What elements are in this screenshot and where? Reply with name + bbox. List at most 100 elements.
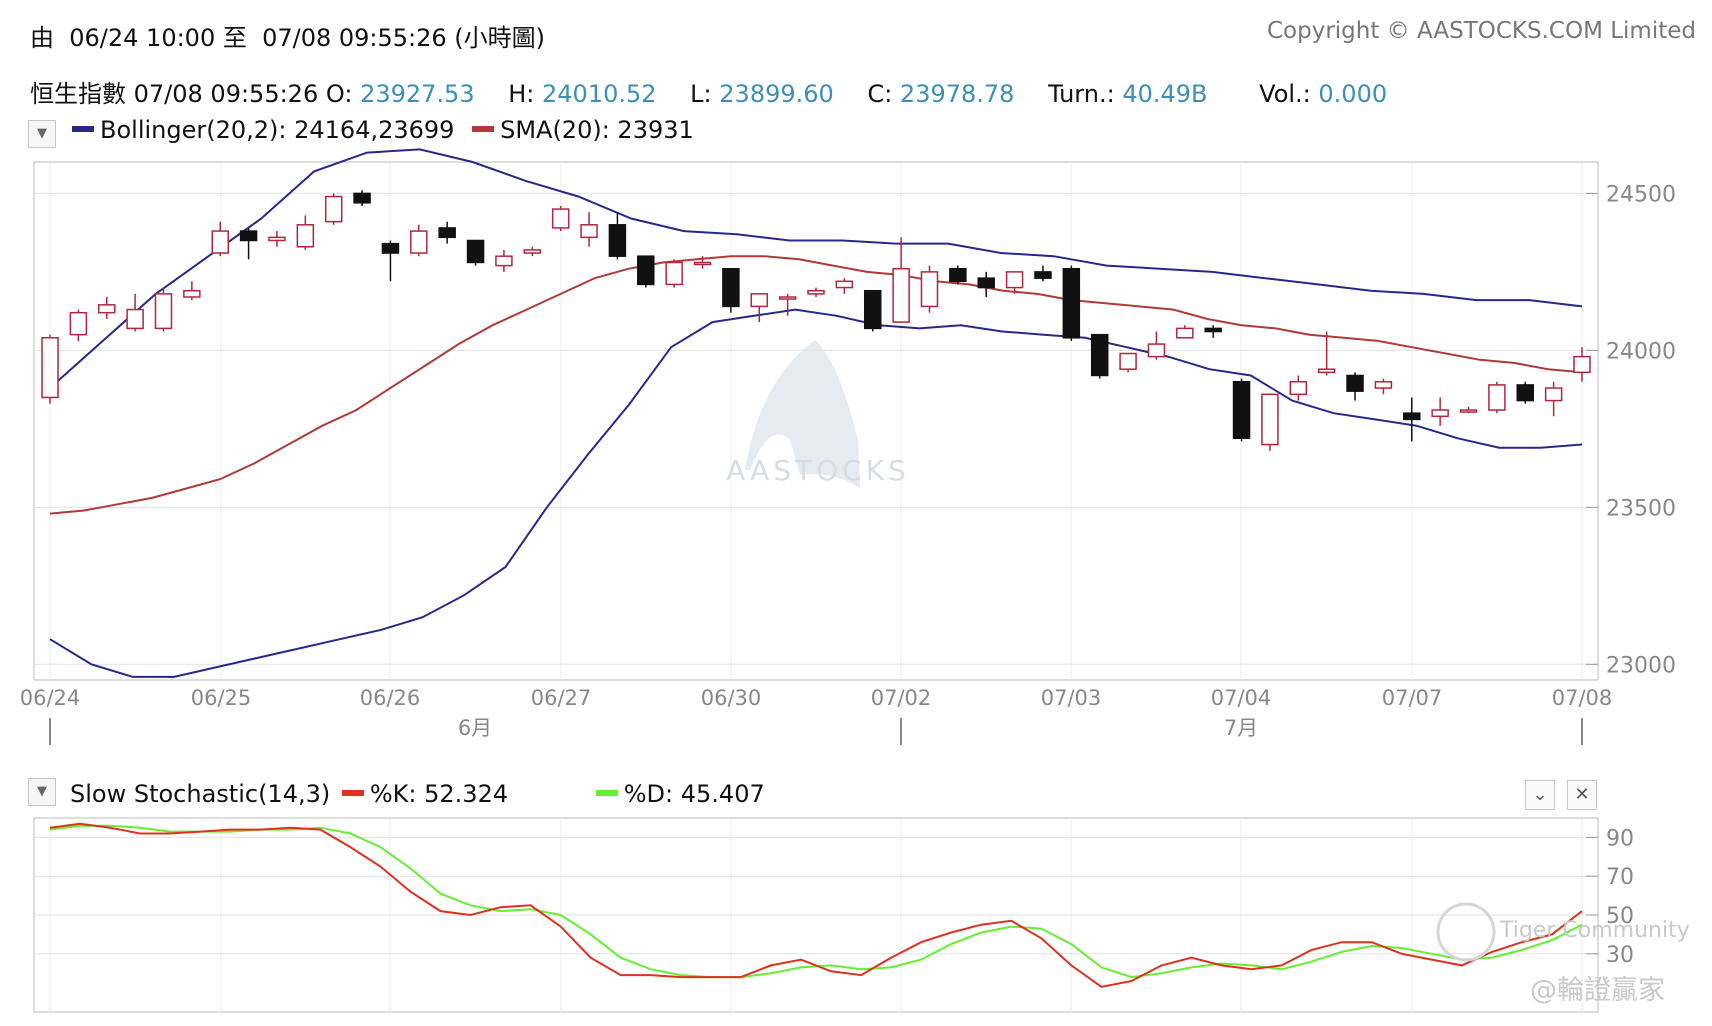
aastocks-watermark-text: AASTOCKS — [726, 454, 910, 487]
candle-up — [296, 224, 315, 248]
candle-up — [693, 261, 712, 266]
watermark-community: Tiger Community — [1500, 918, 1690, 943]
candle-up — [410, 230, 428, 254]
quote-time: 07/08 09:55:26 — [133, 80, 319, 108]
month-label: 6月 — [458, 716, 492, 740]
date-range: 由 06/24 10:00 至 07/08 09:55:26 (小時圖) — [30, 24, 546, 52]
stoch-menu-button[interactable]: ▼ — [28, 778, 56, 806]
candle-up — [1005, 271, 1024, 289]
month-label: 7月 — [1224, 716, 1258, 740]
candle-down — [438, 227, 456, 239]
candle-up — [1573, 355, 1591, 374]
candle-down — [608, 224, 627, 257]
main-menu-button[interactable]: ▼ — [28, 120, 56, 148]
candle-up — [1431, 409, 1449, 418]
aastocks-watermark-logo — [745, 340, 860, 488]
sma-swatch — [472, 126, 495, 132]
index-name: 恒生指數 — [30, 80, 126, 108]
close-label: C: — [867, 80, 893, 108]
candle-up — [1488, 384, 1506, 411]
candle-down — [1090, 333, 1109, 377]
low-label: L: — [690, 80, 712, 108]
volume-value: 0.000 — [1318, 80, 1388, 108]
candle-down — [466, 239, 485, 264]
candle-up — [154, 293, 173, 330]
candle-up — [892, 267, 910, 323]
candle-up — [41, 337, 59, 399]
k-legend: %K: 52.324 — [369, 780, 509, 808]
candle-up — [495, 255, 513, 267]
candle-up — [665, 261, 683, 286]
close-icon: ✕ — [1574, 784, 1590, 805]
triangle-down-icon: ▼ — [37, 784, 47, 799]
candle-down — [1403, 412, 1421, 421]
candle-up — [324, 195, 343, 223]
candle-down — [239, 230, 258, 242]
watermark-chinese: @輪證贏家 — [1530, 975, 1665, 1006]
collapse-button[interactable]: ⌄ — [1525, 780, 1555, 810]
main-legend: Bollinger(20,2): 24164,23699 SMA(20): 23… — [68, 116, 694, 144]
bollinger-lower-line — [49, 308, 1583, 678]
x-tick-label: 06/25 — [191, 686, 252, 710]
volume-label: Vol.: — [1259, 80, 1311, 108]
candle-up — [1544, 387, 1563, 402]
candle-down — [863, 289, 882, 330]
candle-up — [523, 249, 542, 254]
stoch-title: Slow Stochastic(14,3) — [70, 780, 331, 808]
candle-up — [1289, 381, 1308, 396]
high-label: H: — [508, 80, 535, 108]
turnover-label: Turn.: — [1048, 80, 1115, 108]
k-swatch — [341, 790, 364, 796]
candle-up — [1119, 352, 1137, 370]
y-tick-label: 90 — [1606, 826, 1634, 851]
turnover-value: 40.49B — [1122, 80, 1208, 108]
candle-down — [1204, 327, 1222, 333]
candle-down — [1034, 271, 1052, 279]
copyright: Copyright © AASTOCKS.COM Limited — [1266, 18, 1696, 44]
x-tick-label: 06/27 — [531, 686, 592, 710]
candle-down — [1516, 384, 1535, 402]
stoch-k-line — [49, 822, 1583, 988]
candle-up — [807, 289, 825, 295]
close-button[interactable]: ✕ — [1567, 780, 1597, 810]
candle-up — [268, 236, 286, 242]
candle-down — [637, 255, 655, 286]
chevron-down-icon: ⌄ — [1532, 784, 1548, 805]
candle-up — [835, 280, 854, 289]
candle-up — [920, 271, 939, 308]
triangle-down-icon: ▼ — [37, 126, 47, 141]
candle-up — [580, 224, 598, 239]
close-value: 23978.78 — [899, 80, 1015, 108]
x-tick-label: 07/08 — [1552, 686, 1613, 710]
candle-up — [1176, 327, 1194, 339]
x-tick-label: 06/26 — [360, 686, 421, 710]
candle-up — [183, 289, 201, 298]
candle-up — [211, 230, 229, 254]
x-tick-label: 07/07 — [1382, 686, 1443, 710]
d-legend: %D: 45.407 — [623, 780, 765, 808]
candle-up — [1317, 368, 1336, 374]
low-value: 23899.60 — [719, 80, 834, 108]
candle-up — [97, 304, 116, 314]
candle-down — [722, 267, 740, 308]
stoch-legend: Slow Stochastic(14,3) %K: 52.324 %D: 45.… — [70, 780, 765, 808]
y-tick-label: 23500 — [1606, 496, 1676, 521]
open-label: O: — [325, 80, 353, 108]
high-value: 24010.52 — [542, 80, 657, 108]
candle-down — [977, 277, 995, 289]
x-tick-label: 07/03 — [1041, 686, 1102, 710]
y-tick-label: 70 — [1606, 865, 1634, 890]
d-swatch — [595, 790, 618, 796]
y-tick-label: 50 — [1606, 904, 1634, 929]
x-tick-label: 06/30 — [701, 686, 762, 710]
candle-down — [1062, 267, 1081, 339]
candle-up — [551, 208, 570, 229]
candle-up — [69, 311, 88, 336]
candle-up — [750, 293, 769, 308]
candle-down — [353, 192, 371, 204]
candle-up — [1459, 409, 1478, 413]
candle-up — [778, 296, 797, 300]
bollinger-upper-line — [49, 148, 1583, 389]
bollinger-legend: Bollinger(20,2): 24164,23699 — [100, 116, 455, 144]
